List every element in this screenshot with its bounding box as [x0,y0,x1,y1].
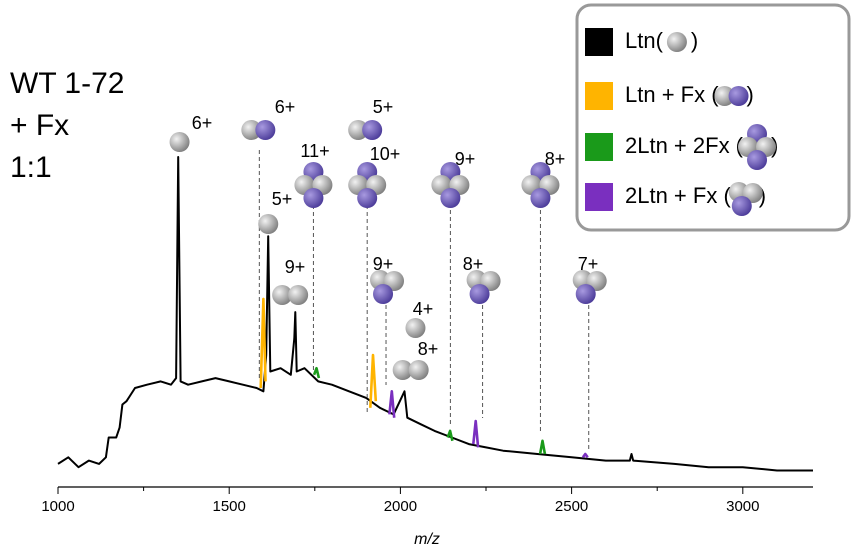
annotation-label: 6+ [275,97,296,117]
sphere-icon [169,132,190,152]
x-tick-label: 3000 [726,498,759,515]
annotation-label: 8+ [463,254,484,274]
species-icon [169,132,190,152]
annotation-label: 11+ [300,141,329,161]
annotation-label: 9+ [285,257,306,277]
legend-label: Ltn + Fx () [625,82,754,107]
species-icon [572,270,607,304]
legend-swatch [585,183,613,211]
sphere-icon [714,86,735,106]
legend-swatch [585,133,613,161]
sphere-icon [392,360,413,380]
sphere-icon [440,188,461,208]
species-icon [431,162,470,208]
sphere-icon [731,196,752,216]
sphere-icon [288,285,309,305]
sphere-icon [469,284,490,304]
spectrum-line [388,390,589,459]
legend-box [575,3,851,232]
sphere-icon [258,214,279,234]
species-icon [521,162,560,208]
annotation-label: 8+ [418,339,439,359]
species-icon [392,360,429,380]
annotation-label: 5+ [373,97,394,117]
spectrum-line [259,297,378,408]
annotation-label: 10+ [370,144,401,164]
sphere-icon [408,360,429,380]
annotation-label: 5+ [272,189,293,209]
annotation-label: 9+ [373,254,394,274]
legend-label: Ltn() [625,28,698,53]
sample-label-line: + Fx [10,109,69,142]
sphere-icon [357,188,378,208]
sphere-icon [272,285,293,305]
legend-swatch [585,28,613,56]
annotation-label: 8+ [545,149,566,169]
spectrum-line [312,366,547,455]
sphere-icon [255,120,276,140]
sphere-icon [362,120,383,140]
x-axis-label: m/z [414,531,440,548]
annotation-label: 4+ [413,299,434,319]
species-icon [370,270,405,304]
sphere-icon [373,284,394,304]
species-icon [348,120,383,140]
annotation-label: 9+ [455,149,476,169]
species-icon [348,162,387,208]
sample-label-line: 1:1 [10,151,52,184]
species-icon [294,162,333,208]
sphere-icon [241,120,262,140]
sphere-icon [303,188,324,208]
x-tick-label: 2500 [555,498,588,515]
sphere-icon [348,120,369,140]
annotation-label: 7+ [578,254,599,274]
spectrum-line [57,156,813,472]
species-icon [466,270,501,304]
species-icon [738,124,777,170]
sphere-icon [530,188,551,208]
species-icon [714,86,749,106]
sphere-icon [575,284,596,304]
x-tick-label: 1000 [41,498,74,515]
annotation-label: 6+ [192,113,213,133]
x-tick-label: 2000 [384,498,417,515]
species-icon [728,182,763,216]
species-icon [666,32,687,52]
sphere-icon [405,318,426,338]
species-icon [241,120,276,140]
legend-swatch [585,82,613,110]
sphere-icon [747,150,768,170]
species-icon [258,214,279,234]
sphere-icon [666,32,687,52]
species-icon [405,318,426,338]
sample-label-line: WT 1-72 [10,67,124,100]
sphere-icon [728,86,749,106]
x-tick-label: 1500 [213,498,246,515]
species-icon [272,285,309,305]
